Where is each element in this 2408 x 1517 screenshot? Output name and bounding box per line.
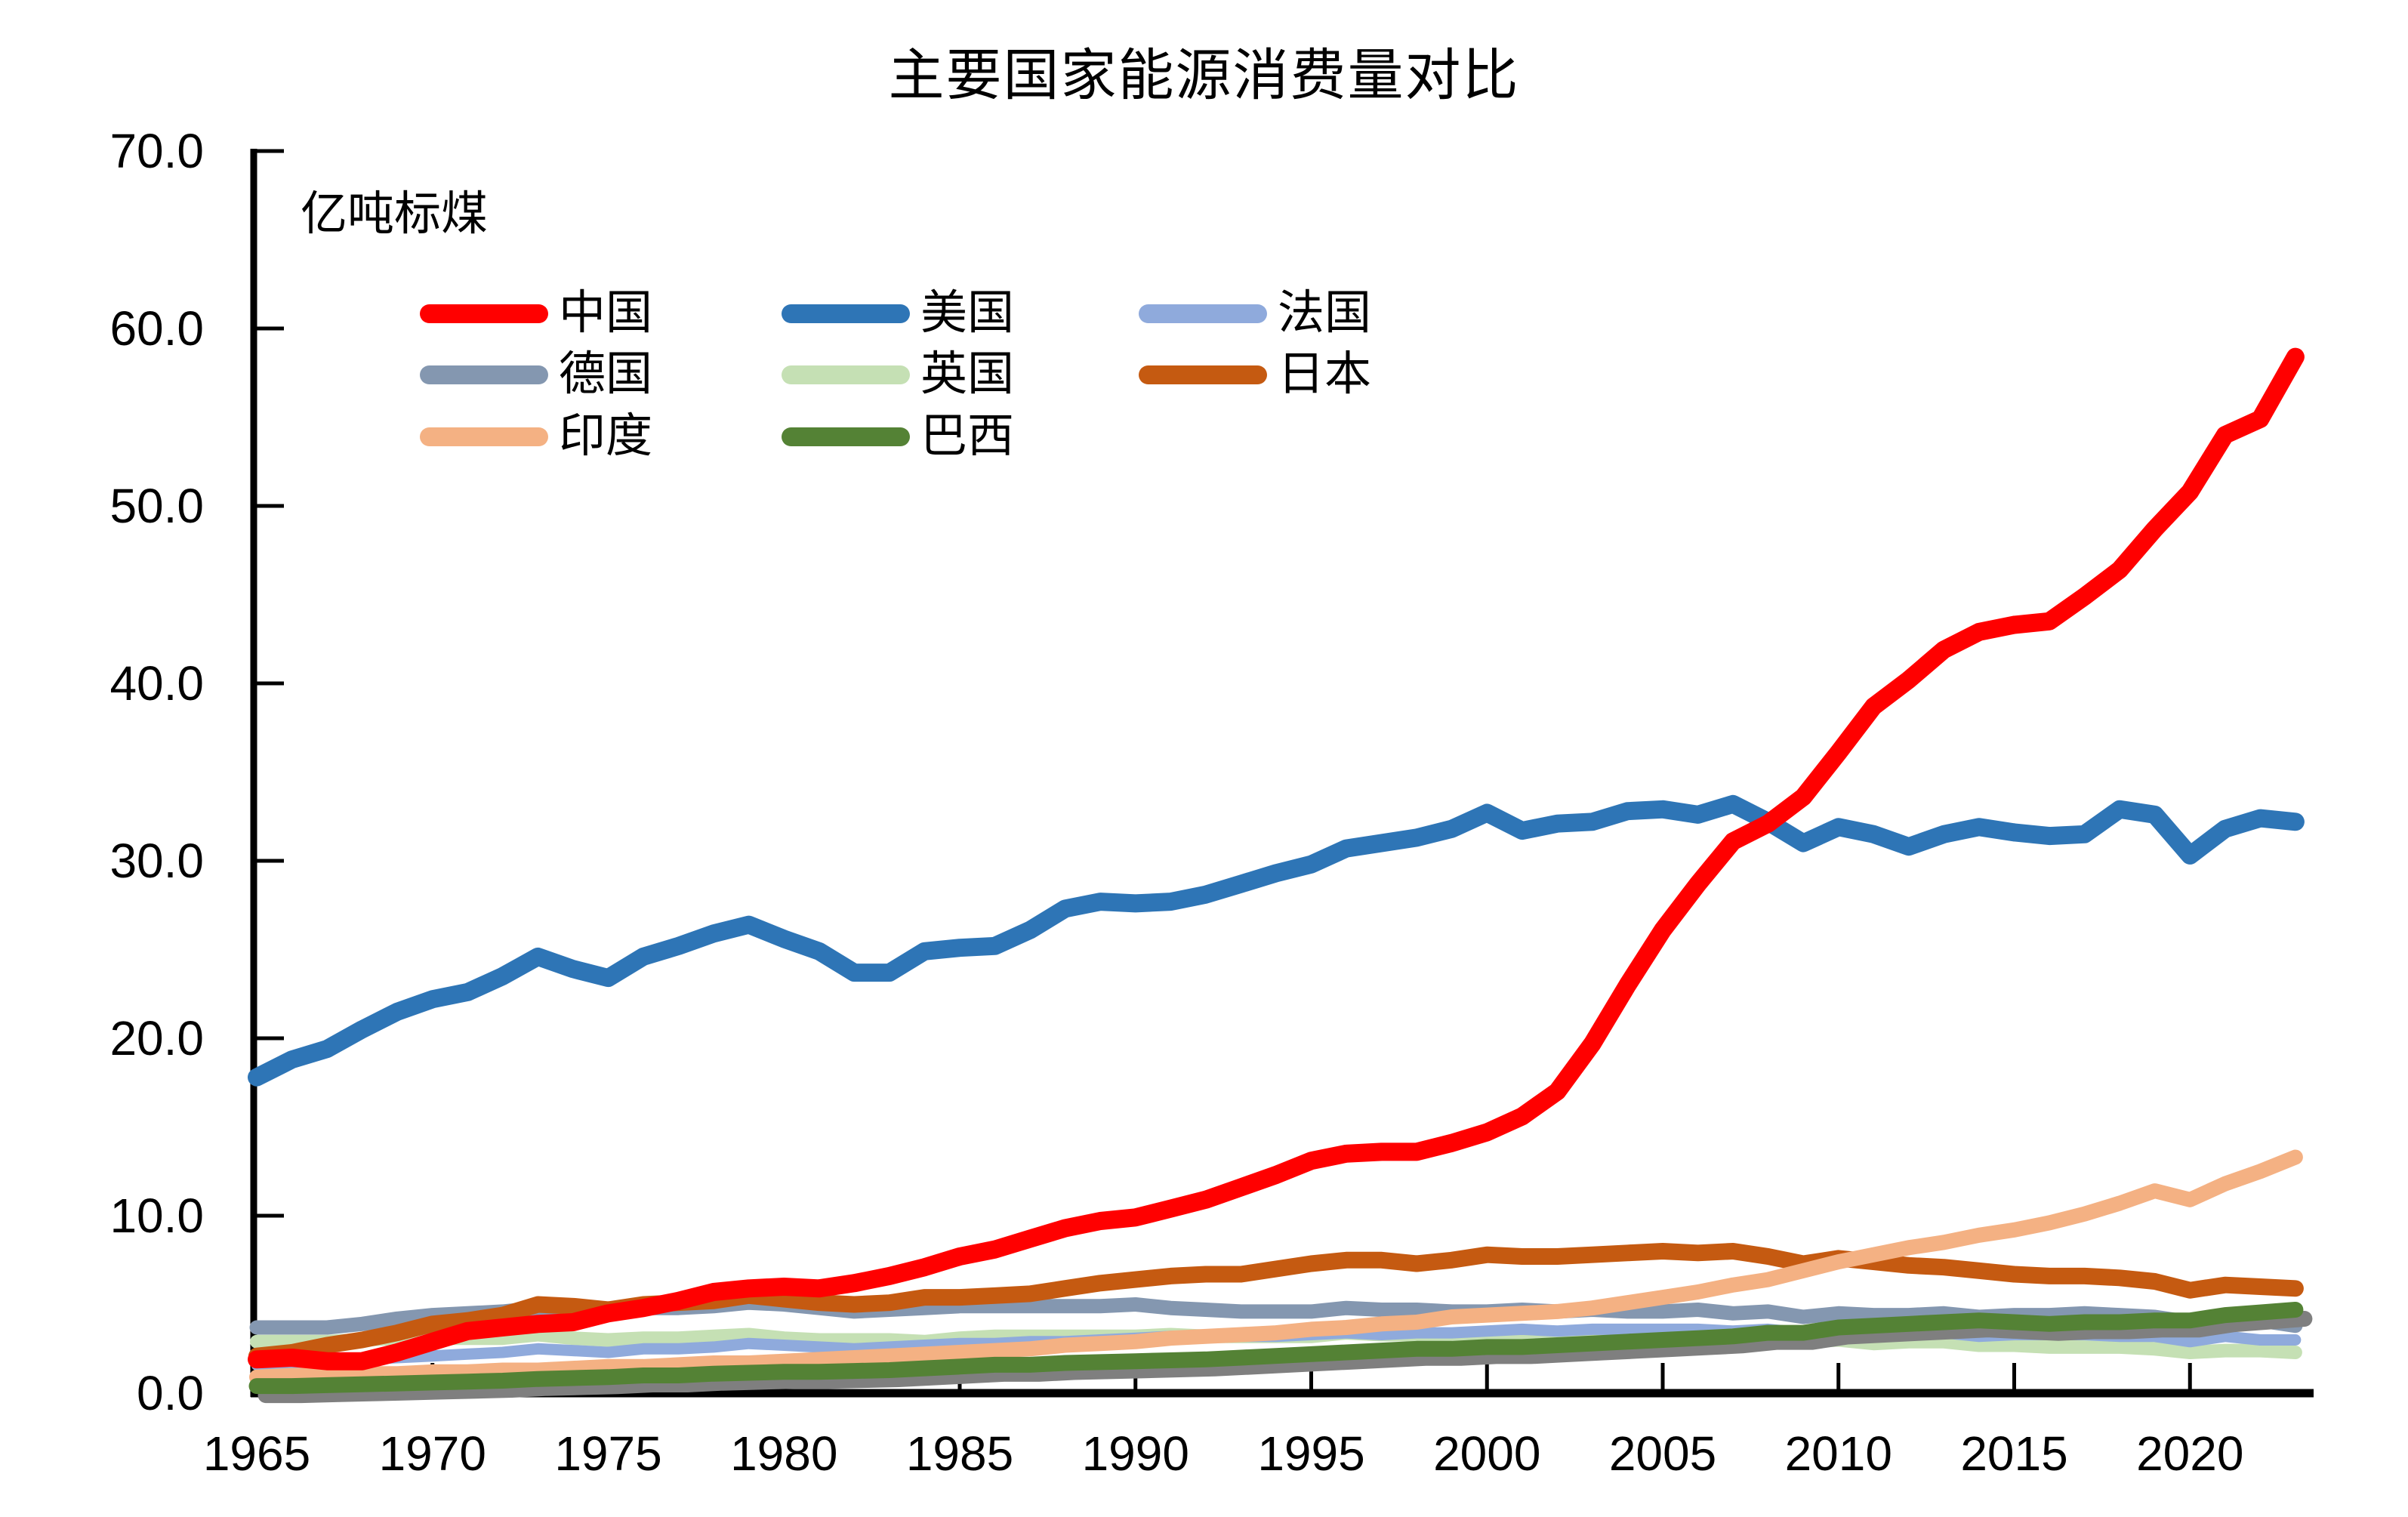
legend-label-germany: 德国: [559, 348, 653, 400]
brazil-line: [248, 1302, 2304, 1395]
legend-label-france: 法国: [1278, 287, 1372, 339]
y-axis-tick-label: 60.0: [109, 301, 204, 356]
x-axis-tick-label: 2015: [1960, 1426, 2068, 1481]
y-axis-unit-label: 亿吨标煤: [301, 188, 489, 240]
japan-line-swatch: [1139, 365, 1267, 384]
x-axis-tick-label: 1975: [554, 1426, 662, 1481]
legend-label-brazil: 巴西: [920, 410, 1015, 462]
france-line-swatch: [1139, 304, 1267, 323]
x-axis-tick-label: 1985: [905, 1426, 1014, 1481]
x-axis-tick-label: 1990: [1081, 1426, 1189, 1481]
x-axis-tick-label: 1965: [202, 1426, 311, 1481]
x-axis-tick-label: 1970: [378, 1426, 486, 1481]
legend-item-usa: 美国: [782, 282, 1014, 344]
x-axis-tick-label: 2010: [1784, 1426, 1892, 1481]
y-axis-tick-label: 70.0: [109, 124, 204, 178]
legend-item-france: 法国: [1139, 282, 1371, 344]
legend-label-india: 印度: [559, 410, 653, 462]
x-axis-tick-label: 2020: [2136, 1426, 2244, 1481]
y-axis-tick-label: 0.0: [137, 1366, 204, 1420]
legend-label-usa: 美国: [920, 287, 1015, 339]
legend-item-japan: 日本: [1139, 344, 1371, 405]
germany-line-swatch: [420, 365, 548, 384]
legend-label-japan: 日本: [1278, 348, 1372, 400]
x-axis-tick-label: 2000: [1433, 1426, 1541, 1481]
brazil-line-shadow: [257, 1311, 2313, 1404]
y-axis-tick-label: 20.0: [109, 1011, 204, 1065]
usa-line-swatch: [782, 304, 910, 323]
usa-line: [248, 794, 2305, 1087]
chart-title: 主要国家能源消费量对比: [888, 44, 1520, 106]
legend-item-india: 印度: [420, 405, 652, 467]
y-axis-tick-label: 10.0: [109, 1189, 204, 1243]
legend-item-germany: 德国: [420, 344, 652, 405]
x-axis-tick-label: 1980: [730, 1426, 838, 1481]
legend-label-uk: 英国: [920, 348, 1015, 400]
legend-label-china: 中国: [559, 287, 653, 339]
y-axis-tick-label: 30.0: [109, 834, 204, 888]
x-axis-tick-label: 2005: [1608, 1426, 1717, 1481]
y-axis-tick-label: 40.0: [109, 656, 204, 711]
brazil-line-swatch: [782, 427, 910, 446]
china-line-swatch: [420, 304, 548, 323]
uk-line-swatch: [782, 365, 910, 384]
legend-item-china: 中国: [420, 282, 652, 344]
india-line: [249, 1149, 2303, 1385]
y-axis-tick-label: 50.0: [109, 479, 204, 533]
legend-item-brazil: 巴西: [782, 405, 1014, 467]
india-line-swatch: [420, 427, 548, 446]
legend-item-uk: 英国: [782, 344, 1014, 405]
x-axis-tick-label: 1995: [1257, 1426, 1365, 1481]
china-line: [248, 347, 2305, 1371]
